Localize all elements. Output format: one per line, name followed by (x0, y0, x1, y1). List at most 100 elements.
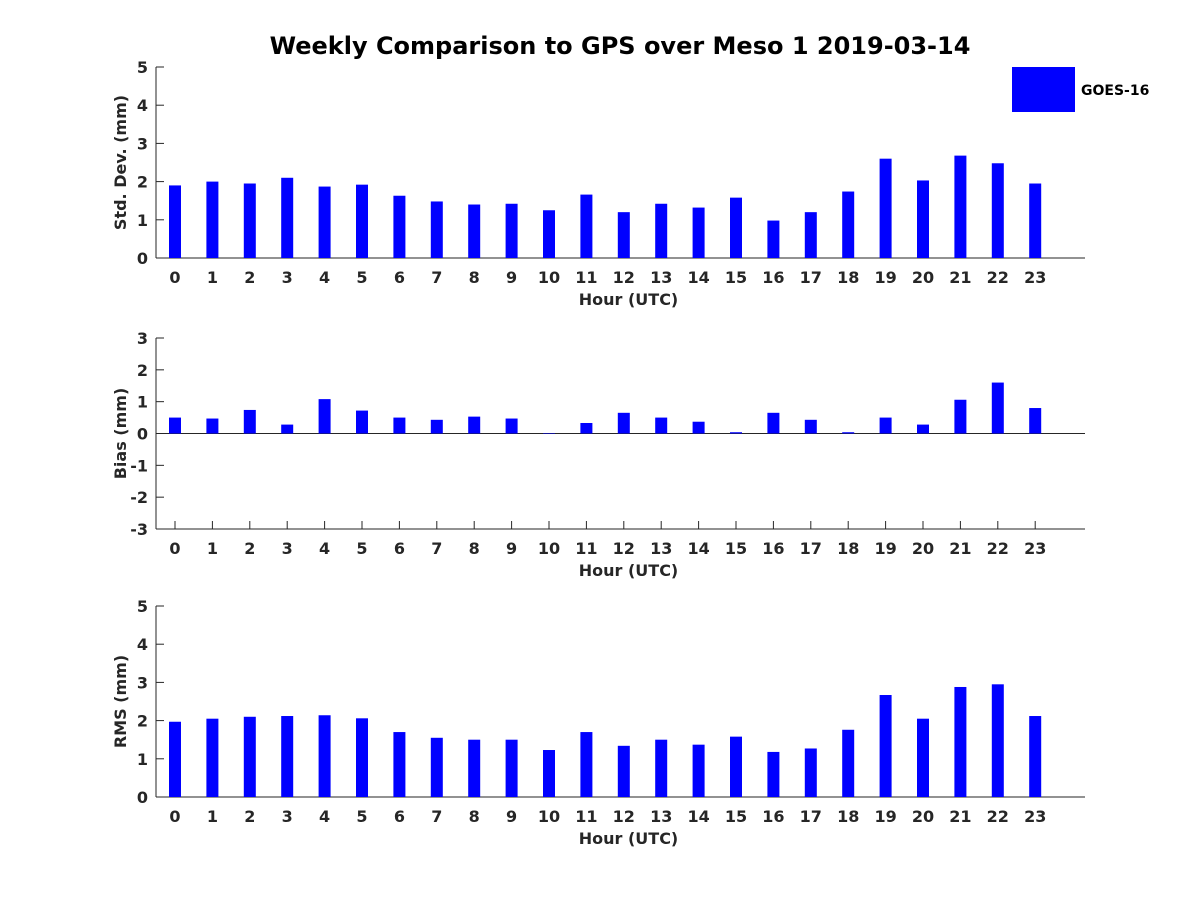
bias-x-label: Hour (UTC) (579, 561, 679, 580)
bias-bar-10 (543, 433, 555, 434)
bias-x-tick-label: 0 (169, 539, 180, 558)
rms-x-tick-label: 13 (650, 807, 672, 826)
rms-bar-5 (356, 718, 368, 797)
bias-x-tick-label: 21 (949, 539, 971, 558)
std-dev-y-tick-label: 4 (137, 96, 148, 115)
std-dev-x-tick-label: 1 (207, 268, 218, 287)
std-dev-bar-18 (842, 191, 855, 258)
std-dev-bar-7 (430, 201, 443, 258)
bias-x-tick-label: 2 (244, 539, 255, 558)
std-dev-bar-23 (1029, 183, 1042, 258)
std-dev-x-tick-label: 3 (282, 268, 293, 287)
std-dev-bar-17 (804, 212, 817, 258)
std-dev-bar-21 (954, 155, 967, 258)
rms-x-tick-label: 1 (207, 807, 218, 826)
rms-bar-23 (1029, 716, 1042, 797)
std-dev-bar-9 (505, 203, 518, 258)
rms-bar-19 (879, 695, 892, 797)
std-dev-bar-20 (917, 180, 929, 258)
rms-x-tick-label: 9 (506, 807, 517, 826)
bias-x-tick-label: 20 (912, 539, 934, 558)
bias-x-tick-label: 18 (837, 539, 859, 558)
std-dev-bar-22 (991, 163, 1004, 258)
std-dev-bar-8 (468, 204, 481, 258)
std-dev-y-tick-label: 1 (137, 211, 148, 230)
std-dev-y-tick-label: 0 (137, 249, 148, 268)
std-dev-x-tick-label: 13 (650, 268, 672, 287)
bias-x-tick-label: 7 (431, 539, 442, 558)
std-dev-bar-5 (356, 184, 368, 258)
bias-x-tick-label: 16 (762, 539, 784, 558)
std-dev-x-tick-label: 5 (356, 268, 367, 287)
rms-bar-8 (468, 739, 481, 797)
bias-bar-3 (281, 424, 294, 434)
rms-x-tick-label: 4 (319, 807, 330, 826)
rms-y-label: RMS (mm) (111, 655, 130, 748)
chart-title: Weekly Comparison to GPS over Meso 1 201… (270, 32, 971, 60)
std-dev-x-tick-label: 10 (538, 268, 560, 287)
bias-bar-17 (804, 419, 817, 434)
rms-bar-18 (842, 729, 855, 797)
std-dev-y-tick-label: 2 (137, 173, 148, 192)
std-dev-bar-1 (206, 181, 219, 258)
legend-swatch (1012, 67, 1075, 112)
bias-x-tick-label: 12 (613, 539, 635, 558)
std-dev-x-tick-label: 21 (949, 268, 971, 287)
rms-bar-13 (655, 739, 668, 797)
bias-y-tick-label: -1 (130, 456, 148, 475)
bias-bar-11 (580, 422, 593, 434)
std-dev-x-tick-label: 12 (613, 268, 635, 287)
rms-x-tick-label: 6 (394, 807, 405, 826)
rms-y-tick-label: 3 (137, 673, 148, 692)
bias-x-tick-label: 3 (282, 539, 293, 558)
bias-bar-15 (730, 432, 742, 434)
rms-x-label: Hour (UTC) (579, 829, 679, 848)
rms-x-tick-label: 7 (431, 807, 442, 826)
std-dev-x-tick-label: 8 (469, 268, 480, 287)
bias-bar-7 (430, 419, 443, 434)
std-dev-bar-4 (318, 186, 331, 258)
std-dev-bar-15 (730, 197, 742, 258)
rms-bar-10 (543, 750, 555, 797)
std-dev-bar-3 (281, 177, 294, 258)
std-dev-x-tick-label: 16 (762, 268, 784, 287)
bias-bar-23 (1029, 408, 1042, 434)
rms-bar-14 (692, 744, 705, 797)
rms-x-tick-label: 11 (575, 807, 597, 826)
bias-bar-14 (692, 421, 705, 434)
bias-y-tick-label: 0 (137, 425, 148, 444)
bias-bar-8 (468, 416, 481, 434)
std-dev-x-tick-label: 18 (837, 268, 859, 287)
rms-x-tick-label: 5 (356, 807, 367, 826)
bias-y-tick-label: -3 (130, 520, 148, 539)
legend-label: GOES-16 (1081, 83, 1149, 99)
bias-x-tick-label: 4 (319, 539, 330, 558)
bias-bar-13 (655, 417, 668, 434)
bias-bar-4 (318, 399, 331, 434)
bias-bar-5 (356, 410, 368, 434)
rms-x-tick-label: 20 (912, 807, 934, 826)
bias-bar-6 (393, 417, 406, 434)
rms-x-tick-label: 21 (949, 807, 971, 826)
rms-bar-6 (393, 732, 406, 797)
bias-x-tick-label: 8 (469, 539, 480, 558)
bias-y-tick-label: 1 (137, 393, 148, 412)
std-dev-x-tick-label: 11 (575, 268, 597, 287)
std-dev-x-tick-label: 2 (244, 268, 255, 287)
std-dev-bar-2 (243, 183, 256, 258)
rms-x-tick-label: 18 (837, 807, 859, 826)
rms-bar-11 (580, 732, 593, 797)
bias-bar-19 (879, 417, 892, 434)
rms-bar-7 (430, 737, 443, 797)
std-dev-y-tick-label: 3 (137, 134, 148, 153)
bias-x-tick-label: 13 (650, 539, 672, 558)
rms-y-tick-label: 1 (137, 750, 148, 769)
std-dev-x-tick-label: 20 (912, 268, 934, 287)
bias-x-tick-label: 11 (575, 539, 597, 558)
bias-y-tick-label: 2 (137, 361, 148, 380)
bias-x-tick-label: 22 (987, 539, 1009, 558)
rms-x-tick-label: 12 (613, 807, 635, 826)
